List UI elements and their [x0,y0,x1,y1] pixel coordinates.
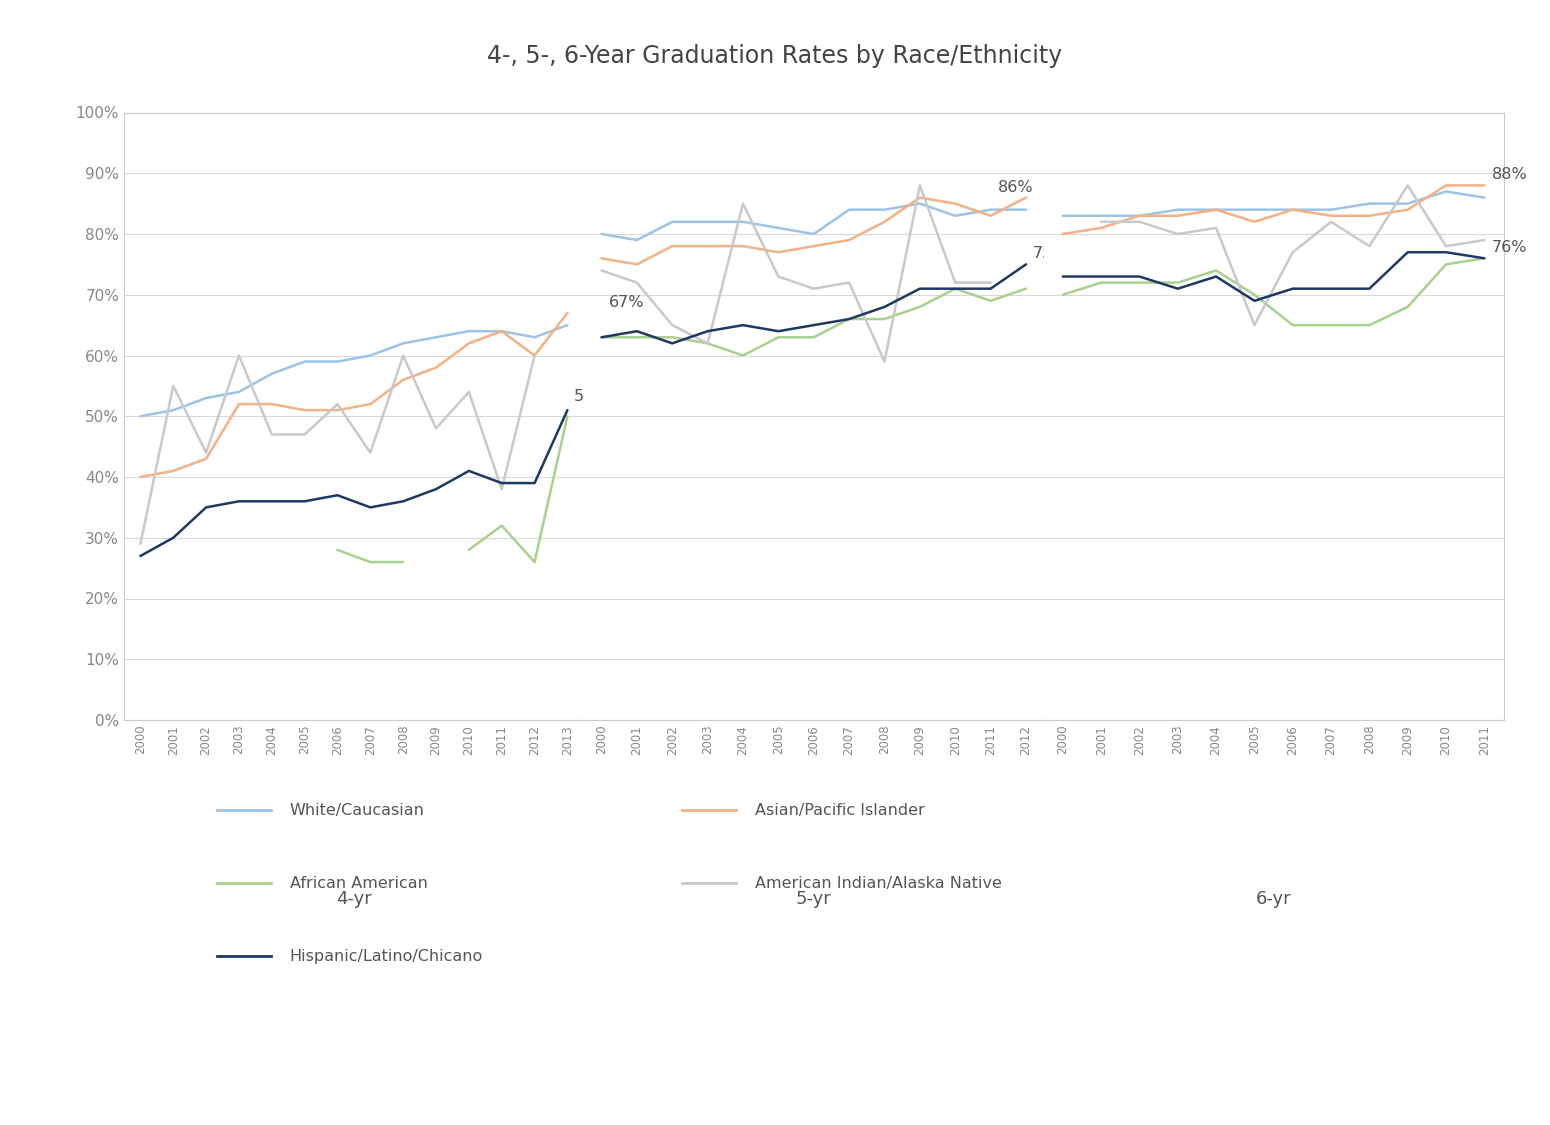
Text: 86%: 86% [998,180,1034,195]
Text: 4-yr: 4-yr [336,890,372,908]
Text: American Indian/Alaska Native: American Indian/Alaska Native [755,875,1001,891]
Text: Hispanic/Latino/Chicano: Hispanic/Latino/Chicano [290,948,484,964]
Text: 51%: 51% [574,389,609,404]
Text: 5-yr: 5-yr [795,890,832,908]
Text: 6-yr: 6-yr [1256,890,1291,908]
Text: 76%: 76% [1493,241,1527,255]
Text: White/Caucasian: White/Caucasian [290,802,425,818]
Text: 88%: 88% [1493,168,1528,182]
Text: 4-, 5-, 6-Year Graduation Rates by Race/Ethnicity: 4-, 5-, 6-Year Graduation Rates by Race/… [487,44,1063,69]
Text: African American: African American [290,875,428,891]
Text: 75%: 75% [1032,246,1068,261]
Text: Asian/Pacific Islander: Asian/Pacific Islander [755,802,925,818]
Text: 67%: 67% [609,295,645,309]
